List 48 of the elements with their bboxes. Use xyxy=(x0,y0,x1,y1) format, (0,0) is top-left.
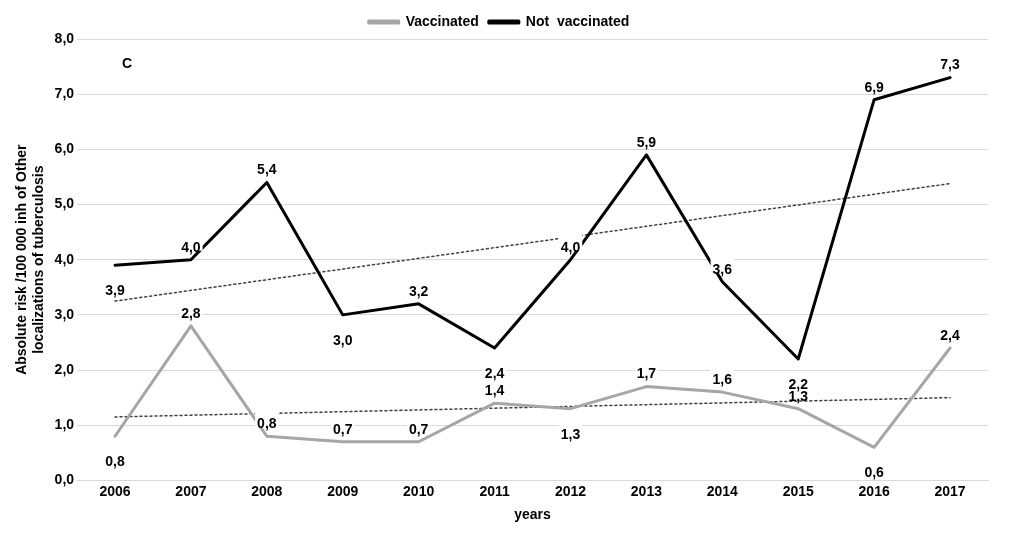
y-tick-label: 2,0 xyxy=(54,360,75,377)
data-label: 0,7 xyxy=(408,420,429,437)
data-label: 3,9 xyxy=(105,282,125,299)
y-tick-label: 6,0 xyxy=(54,140,75,157)
data-label: 3,6 xyxy=(712,260,733,277)
y-tick-label: 4,0 xyxy=(54,250,75,267)
data-label: 4,0 xyxy=(560,238,581,255)
x-tick-label: 2013 xyxy=(630,482,663,499)
y-axis-title: Absolute risk /100 000 inh of Other localizations of tuberculosis xyxy=(13,144,47,375)
x-tick-label: 2015 xyxy=(782,482,814,499)
data-label: 1,4 xyxy=(484,382,505,399)
x-tick-label: 2011 xyxy=(479,482,510,499)
data-label: 3,0 xyxy=(333,331,353,348)
data-label: 6,9 xyxy=(864,78,885,95)
x-tick-label: 2012 xyxy=(554,482,587,499)
x-axis-title: years xyxy=(514,506,552,523)
data-label: 0,6 xyxy=(864,464,885,481)
annotation: C xyxy=(122,54,133,71)
y-tick-label: 8,0 xyxy=(54,29,75,46)
y-tick-label: 0,0 xyxy=(54,471,75,488)
y-tick-label: 7,0 xyxy=(54,85,75,102)
data-label: 0,8 xyxy=(257,415,277,432)
data-label: 3,2 xyxy=(408,282,429,299)
y-tick-label: 5,0 xyxy=(54,195,75,212)
x-tick-label: 2008 xyxy=(251,482,283,499)
data-label: 2,8 xyxy=(181,304,201,321)
data-label: 0,7 xyxy=(333,420,353,437)
data-label: 2,4 xyxy=(484,364,505,381)
x-tick-label: 2006 xyxy=(99,482,131,499)
x-tick-label: 2016 xyxy=(858,482,890,499)
x-tick-label: 2017 xyxy=(934,482,966,499)
data-label: 1,7 xyxy=(636,365,657,382)
x-tick-label: 2010 xyxy=(403,482,435,499)
x-tick-label: 2014 xyxy=(706,482,739,499)
x-tick-label: 2007 xyxy=(175,482,207,499)
y-tick-label: 1,0 xyxy=(54,416,75,433)
data-label: 5,4 xyxy=(257,161,277,178)
data-label: 1,3 xyxy=(560,425,581,442)
y-tick-label: 3,0 xyxy=(54,305,75,322)
data-label: 7,3 xyxy=(940,56,960,73)
legend-label: Not vaccinated xyxy=(525,12,630,29)
x-tick-label: 2009 xyxy=(327,482,359,499)
data-label: 5,9 xyxy=(636,133,657,150)
data-label: 0,8 xyxy=(105,453,125,470)
legend-label: Vaccinated xyxy=(405,12,479,29)
data-label: 2,4 xyxy=(940,326,960,343)
data-label: 1,6 xyxy=(712,370,733,387)
data-label: 4,0 xyxy=(181,238,201,255)
